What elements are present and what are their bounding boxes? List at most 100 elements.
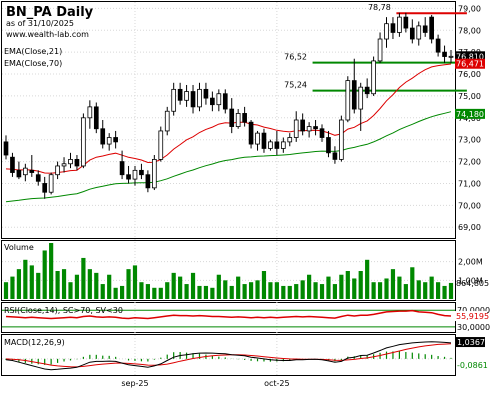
candle-body	[435, 38, 441, 53]
candle-body	[119, 161, 125, 176]
price-value-tag	[455, 51, 485, 62]
candle-body	[397, 16, 402, 33]
candle-body	[313, 126, 318, 130]
volume-bar	[261, 271, 267, 299]
candle-body	[416, 25, 422, 40]
candle-body	[55, 165, 60, 176]
volume-bar	[203, 285, 209, 299]
candle-body	[16, 169, 22, 178]
volume-bar	[352, 278, 357, 299]
candle-body	[229, 108, 235, 127]
volume-bar	[242, 284, 247, 299]
candle-body	[29, 169, 35, 173]
rsi-tick-label: 70,0000	[457, 306, 490, 315]
candle-body	[261, 132, 267, 149]
volume-bar	[178, 276, 183, 299]
volume-bar	[49, 243, 54, 299]
volume-bar	[158, 287, 163, 299]
candle-body	[113, 137, 118, 143]
level-label: 78,78	[368, 3, 391, 12]
chart-title: BN_PA Daily	[6, 5, 94, 20]
volume-bar	[3, 282, 9, 299]
macd-value-label: 1,0367	[457, 338, 485, 347]
volume-bar	[384, 278, 389, 299]
candle-body	[429, 16, 434, 40]
volume-tick-label: 1,00M	[458, 276, 483, 285]
price-tick-label: 78,00	[458, 26, 481, 35]
candle-body	[35, 174, 41, 182]
candle-body	[68, 158, 73, 165]
rsi-series-line	[5, 309, 452, 320]
volume-bar	[436, 282, 441, 299]
volume-bar	[29, 265, 34, 299]
volume-bar	[287, 285, 292, 299]
volume-bar	[339, 274, 344, 299]
volume-bar	[16, 269, 21, 299]
volume-bar	[307, 274, 312, 299]
volume-bar	[119, 285, 125, 299]
level-label: 75,24	[284, 81, 307, 90]
volume-bar	[132, 265, 138, 299]
volume-bar	[23, 259, 28, 299]
candle-body	[306, 126, 312, 132]
volume-bar	[274, 282, 279, 299]
candle-body	[280, 141, 286, 149]
price-value-tag	[455, 58, 485, 69]
candle-body	[326, 137, 331, 154]
volume-bar	[281, 285, 286, 299]
volume-bar	[377, 282, 383, 299]
candle-body	[377, 38, 383, 62]
volume-bar	[81, 257, 86, 299]
volume-bar	[152, 287, 157, 299]
candle-body	[203, 88, 209, 99]
volume-panel-frame	[1, 240, 456, 301]
volume-bar	[100, 284, 105, 299]
candle-body	[126, 174, 131, 180]
candle-body	[81, 117, 86, 167]
volume-bar	[313, 282, 318, 299]
volume-bar	[371, 282, 376, 299]
candle-body	[139, 169, 144, 176]
candle-body	[10, 156, 15, 173]
ema21-line	[5, 63, 452, 174]
volume-bar	[390, 269, 396, 299]
horizontal-levels: 78,78 76,52 75,24	[284, 3, 467, 92]
macd-main-line	[5, 341, 452, 371]
volume-bar	[416, 280, 421, 299]
candle-body	[358, 86, 364, 110]
grid-lines	[2, 2, 455, 376]
candle-body	[300, 119, 306, 132]
candle-body	[409, 27, 415, 40]
candle-body	[339, 119, 344, 160]
candle-body	[255, 132, 260, 145]
candle-body	[371, 60, 376, 95]
date-tick-label: sep-25	[121, 379, 148, 388]
price-tick-label: 76,00	[458, 70, 481, 79]
candle-body	[93, 106, 99, 130]
candle-body	[190, 91, 196, 108]
volume-bar	[94, 272, 99, 299]
volume-bar	[229, 285, 234, 299]
volume-bar	[42, 250, 47, 299]
rsi-value-tag	[455, 311, 487, 322]
candle-body	[448, 55, 454, 58]
volume-bar	[87, 269, 92, 299]
candle-body	[106, 137, 112, 145]
volume-bar	[74, 274, 80, 299]
candle-body	[287, 137, 293, 143]
candle-body	[422, 25, 428, 33]
price-tick-label: 75,00	[458, 92, 481, 101]
volume-bar	[216, 274, 221, 299]
price-tick-label: 70,00	[458, 201, 481, 210]
candle-body	[248, 121, 254, 145]
volume-bar	[139, 282, 144, 299]
volume-bar	[145, 284, 150, 299]
macd-lines	[5, 341, 452, 371]
volume-value-label: 864,805	[456, 279, 489, 288]
volume-bar	[423, 282, 428, 299]
candlesticks	[3, 12, 454, 199]
price-tick-label: 79,00	[458, 4, 481, 13]
legend-ema70: EMA(Close,70)	[4, 59, 62, 68]
